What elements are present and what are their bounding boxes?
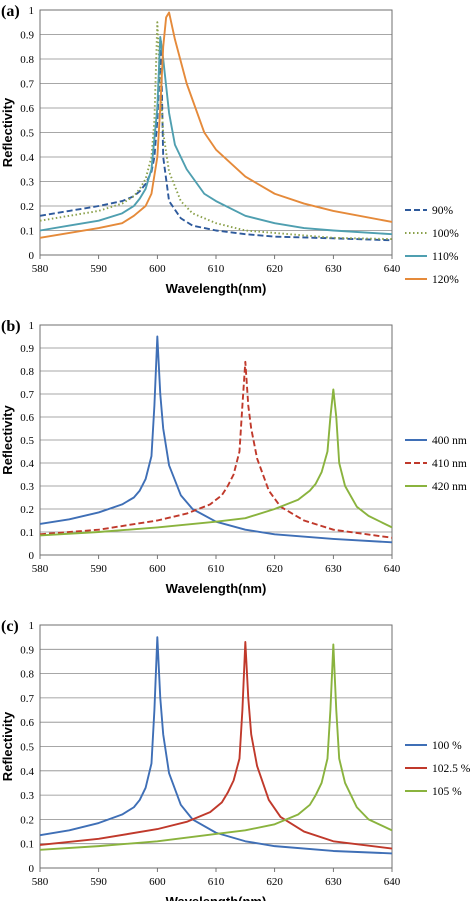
x-axis-label: Wavelength(nm) (166, 581, 267, 596)
y-tick-label: 0 (29, 550, 35, 562)
y-tick-label: 1 (29, 320, 35, 332)
legend-label: 120% (432, 274, 459, 286)
x-tick-label: 610 (208, 263, 225, 275)
legend-label: 100 % (432, 740, 462, 752)
y-tick-label: 0.1 (20, 226, 34, 238)
x-tick-label: 620 (266, 876, 283, 888)
y-tick-label: 0.3 (20, 177, 34, 189)
x-tick-label: 590 (90, 876, 107, 888)
y-axis-label: Reflectivity (0, 711, 15, 781)
x-tick-label: 600 (149, 263, 166, 275)
y-tick-label: 1 (29, 620, 35, 632)
chart-panel-1: 0 0.1 0.2 0.3 0.4 0.5 0.6 0.7 0.8 0.9 1 580 590 600 61… (0, 3, 459, 296)
y-tick-label: 0 (29, 250, 35, 262)
legend-label: 90% (432, 205, 454, 217)
x-tick-label: 590 (90, 563, 107, 575)
y-tick-label: 0.9 (20, 30, 34, 42)
legend-label: 100% (432, 228, 459, 240)
y-axis-label: Reflectivity (0, 405, 15, 475)
y-tick-label: 0.8 (20, 366, 34, 378)
y-tick-label: 0.7 (20, 79, 34, 91)
y-tick-label: 0.5 (20, 742, 34, 754)
x-tick-label: 580 (32, 563, 49, 575)
y-tick-label: 0.7 (20, 389, 34, 401)
plot-frame (39, 324, 393, 556)
series-line-3 (39, 36, 393, 236)
x-tick-label: 600 (149, 876, 166, 888)
y-tick-label: 0.5 (20, 435, 34, 447)
legend-label: 400 nm (432, 435, 467, 447)
y-tick-label: 0.9 (20, 644, 34, 656)
y-tick-label: 0.6 (20, 103, 34, 115)
y-tick-label: 0.1 (20, 839, 34, 851)
y-tick-label: 0.4 (20, 152, 34, 164)
x-tick-label: 630 (325, 876, 342, 888)
x-tick-label: 630 (325, 263, 342, 275)
series-line-2 (39, 21, 393, 241)
x-tick-label: 640 (384, 876, 401, 888)
legend-label: 105 % (432, 786, 462, 798)
y-tick-label: 0.8 (20, 54, 34, 66)
x-tick-label: 620 (266, 263, 283, 275)
y-tick-label: 0.5 (20, 128, 34, 140)
x-tick-label: 580 (32, 876, 49, 888)
y-tick-label: 0.3 (20, 790, 34, 802)
x-tick-label: 610 (208, 563, 225, 575)
plot-frame (39, 9, 393, 256)
x-tick-label: 620 (266, 563, 283, 575)
x-tick-label: 590 (90, 263, 107, 275)
y-tick-label: 0.3 (20, 481, 34, 493)
y-tick-label: 0.4 (20, 766, 34, 778)
panel-label: (a) (1, 3, 20, 20)
y-tick-label: 0.8 (20, 669, 34, 681)
y-axis-label: Reflectivity (0, 97, 15, 167)
series-line-2 (39, 641, 393, 850)
series-line-3 (39, 643, 393, 851)
y-tick-label: 0.6 (20, 717, 34, 729)
y-tick-label: 0 (29, 863, 35, 875)
chart-panel-2: 0 0.1 0.2 0.3 0.4 0.5 0.6 0.7 0.8 0.9 1 580 590 600 61… (0, 318, 467, 596)
series-line-4 (39, 11, 393, 239)
series-line-1 (39, 335, 393, 544)
x-axis-label: Wavelength(nm) (166, 281, 267, 296)
legend-label: 102.5 % (432, 763, 471, 775)
legend-label: 410 nm (432, 458, 467, 470)
legend-label: 110% (432, 251, 459, 263)
y-tick-label: 0.9 (20, 343, 34, 355)
x-axis-label: Wavelength(nm) (166, 894, 267, 901)
y-tick-label: 0.6 (20, 412, 34, 424)
x-tick-label: 630 (325, 563, 342, 575)
x-tick-label: 640 (384, 263, 401, 275)
series-line-1 (39, 38, 393, 242)
y-tick-label: 0.2 (20, 504, 34, 516)
y-tick-label: 0.2 (20, 201, 34, 213)
panel-label: (b) (1, 318, 21, 335)
y-tick-label: 0.7 (20, 693, 34, 705)
panel-label: (c) (1, 618, 19, 635)
x-tick-label: 580 (32, 263, 49, 275)
legend-label: 420 nm (432, 481, 467, 493)
series-line-1 (39, 636, 393, 855)
y-tick-label: 0.4 (20, 458, 34, 470)
y-tick-label: 0.1 (20, 527, 34, 539)
chart-panel-3: 0 0.1 0.2 0.3 0.4 0.5 0.6 0.7 0.8 0.9 1 580 590 600 61… (0, 618, 471, 901)
x-tick-label: 600 (149, 563, 166, 575)
y-tick-label: 0.2 (20, 814, 34, 826)
y-tick-label: 1 (29, 5, 35, 17)
plot-frame (39, 624, 393, 869)
x-tick-label: 640 (384, 563, 401, 575)
x-tick-label: 610 (208, 876, 225, 888)
series-line-3 (39, 388, 393, 537)
